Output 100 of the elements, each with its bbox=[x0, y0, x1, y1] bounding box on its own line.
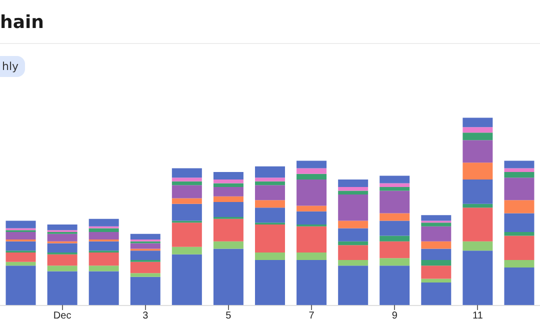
bar bbox=[88, 218, 119, 226]
bar bbox=[255, 185, 285, 200]
bar bbox=[380, 213, 410, 221]
bar bbox=[213, 218, 244, 242]
bar bbox=[213, 241, 244, 249]
bar bbox=[421, 282, 452, 305]
bar bbox=[172, 246, 202, 254]
bar bbox=[380, 241, 410, 258]
bar bbox=[255, 252, 285, 260]
text: hly bbox=[0, 56, 25, 77]
bar bbox=[421, 226, 452, 242]
bar bbox=[338, 245, 368, 260]
bar bbox=[88, 228, 119, 232]
bar bbox=[255, 260, 285, 305]
x-tick-label: Dec bbox=[53, 310, 72, 322]
bar bbox=[504, 200, 534, 214]
bar bbox=[421, 222, 452, 226]
bar bbox=[338, 241, 368, 246]
bar bbox=[380, 176, 410, 184]
bar bbox=[47, 266, 78, 272]
bar bbox=[213, 180, 244, 184]
bar bbox=[47, 224, 78, 230]
bar bbox=[421, 248, 452, 260]
bar bbox=[338, 260, 368, 266]
bar bbox=[504, 178, 534, 200]
bar bbox=[6, 262, 36, 266]
bar bbox=[172, 254, 202, 305]
bar bbox=[504, 172, 534, 178]
bar bbox=[504, 213, 534, 232]
chart-title: hain bbox=[0, 12, 44, 33]
bar bbox=[462, 241, 493, 251]
bar bbox=[255, 181, 285, 186]
bar bbox=[462, 204, 493, 208]
bar bbox=[338, 190, 368, 194]
bar bbox=[47, 271, 78, 305]
bar bbox=[213, 196, 244, 202]
bar bbox=[255, 178, 285, 182]
bar bbox=[172, 222, 202, 247]
bar bbox=[380, 220, 410, 236]
bar bbox=[421, 215, 452, 221]
bar bbox=[6, 220, 36, 228]
bar bbox=[338, 220, 368, 228]
bar bbox=[421, 260, 452, 266]
x-tick-label: 7 bbox=[308, 310, 315, 322]
bar bbox=[255, 208, 285, 223]
bar bbox=[130, 243, 160, 249]
bar bbox=[296, 226, 327, 253]
x-tick-label: 3 bbox=[142, 310, 149, 322]
bar bbox=[462, 118, 493, 128]
bar bbox=[462, 208, 493, 242]
bar bbox=[88, 266, 119, 272]
bar bbox=[504, 268, 534, 305]
bar bbox=[130, 250, 160, 260]
bar bbox=[296, 252, 327, 260]
bar bbox=[213, 248, 244, 305]
bar bbox=[88, 241, 119, 251]
bar bbox=[172, 204, 202, 221]
bar bbox=[255, 166, 285, 178]
x-tick-label: 9 bbox=[392, 310, 398, 322]
bar bbox=[338, 194, 368, 221]
bar bbox=[338, 180, 368, 187]
bar bbox=[380, 190, 410, 214]
bar bbox=[172, 181, 202, 186]
bar bbox=[504, 232, 534, 236]
bar bbox=[462, 180, 493, 204]
bar bbox=[172, 178, 202, 182]
bar bbox=[296, 211, 327, 224]
bar bbox=[6, 232, 36, 240]
bar bbox=[296, 160, 327, 168]
bar bbox=[88, 271, 119, 305]
bar bbox=[213, 183, 244, 187]
bar bbox=[296, 206, 327, 212]
bar bbox=[504, 160, 534, 168]
bar bbox=[380, 258, 410, 266]
bar bbox=[213, 202, 244, 217]
bar bbox=[504, 236, 534, 260]
bar bbox=[213, 187, 244, 196]
bar bbox=[47, 234, 78, 242]
bar bbox=[462, 250, 493, 305]
bar bbox=[462, 132, 493, 140]
bar bbox=[213, 172, 244, 180]
bar bbox=[380, 236, 410, 242]
bar bbox=[296, 174, 327, 180]
x-tick-label: 11 bbox=[472, 310, 484, 322]
bar bbox=[172, 168, 202, 178]
bar bbox=[6, 252, 36, 262]
bar bbox=[296, 180, 327, 206]
bar bbox=[130, 276, 160, 305]
bar bbox=[47, 243, 78, 253]
bar bbox=[6, 241, 36, 251]
bar bbox=[130, 273, 160, 277]
bar bbox=[421, 241, 452, 249]
bar bbox=[296, 168, 327, 174]
bar bbox=[462, 162, 493, 180]
bar bbox=[130, 234, 160, 240]
bar bbox=[172, 185, 202, 198]
bar bbox=[504, 168, 534, 172]
bar bbox=[380, 183, 410, 187]
bar bbox=[130, 262, 160, 274]
bar bbox=[380, 187, 410, 191]
